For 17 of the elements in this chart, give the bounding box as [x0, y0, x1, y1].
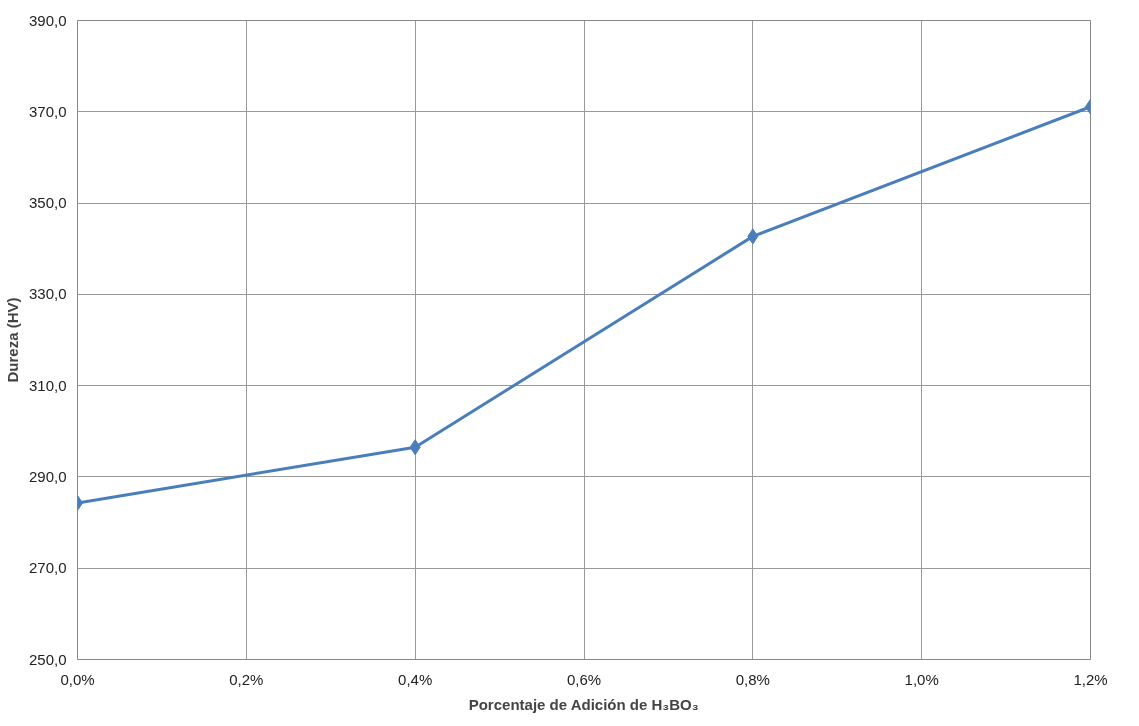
- x-tick-label: 0,2%: [229, 670, 264, 688]
- y-tick-label: 330,0: [28, 285, 67, 303]
- y-tick-label: 350,0: [28, 194, 67, 212]
- y-tick-label: 270,0: [28, 559, 67, 577]
- y-tick-label: 390,0: [28, 11, 67, 29]
- y-tick-label: 250,0: [28, 650, 67, 668]
- x-tick-label: 0,4%: [398, 670, 433, 688]
- x-axis-title: Porcentaje de Adición de H₃BO₃: [468, 695, 699, 713]
- x-tick-label: 0,6%: [566, 670, 602, 688]
- y-tick-label: 370,0: [28, 102, 67, 120]
- y-axis-title: Dureza (HV): [3, 297, 21, 383]
- y-tick-label: 310,0: [28, 376, 67, 394]
- x-tick-label: 0,8%: [735, 670, 770, 688]
- x-tick-label: 1,2%: [1073, 670, 1108, 688]
- y-tick-label: 290,0: [28, 467, 67, 485]
- x-tick-label: 1,0%: [904, 670, 939, 688]
- x-tick-label: 0,0%: [60, 670, 95, 688]
